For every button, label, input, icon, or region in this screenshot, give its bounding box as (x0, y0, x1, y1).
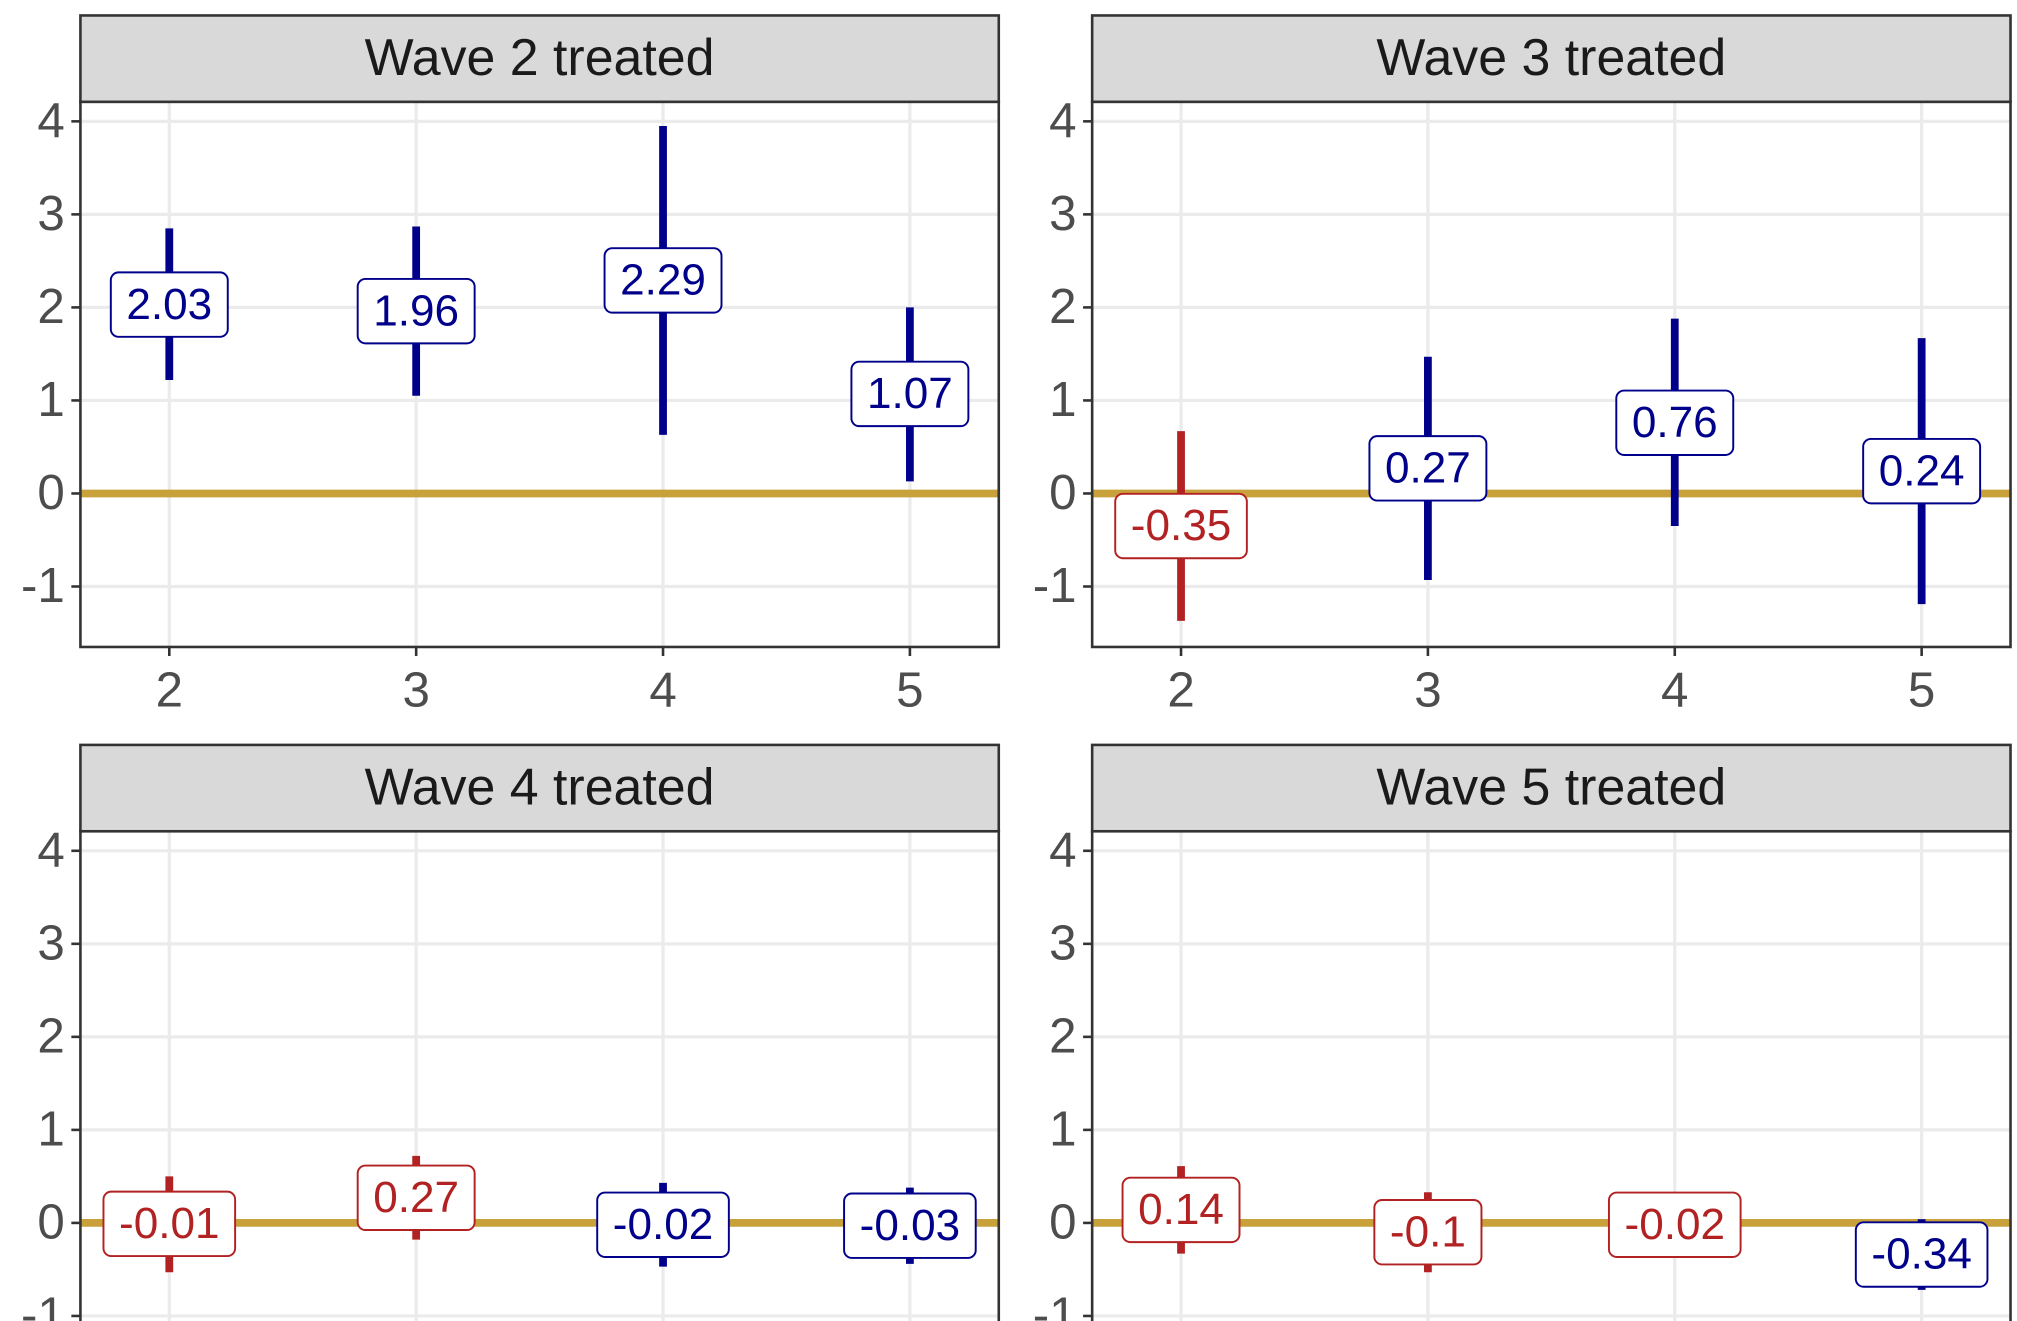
estimate-label: 0.27 (1385, 444, 1471, 493)
y-tick-label: 0 (1049, 466, 1076, 520)
x-tick-label: 2 (156, 663, 183, 717)
y-tick-label: 0 (1049, 1196, 1076, 1250)
estimate-label-box (109, 271, 229, 338)
estimate-label: 0.14 (1138, 1185, 1224, 1234)
estimate-label-box (1854, 1221, 1989, 1288)
y-tick-label: 4 (37, 823, 64, 877)
y-tick-label: 2 (1049, 280, 1076, 334)
estimate-label: 1.96 (373, 286, 459, 335)
estimate-label: 1.07 (867, 369, 953, 418)
estimate-label: -0.34 (1871, 1230, 1972, 1279)
estimate-label-box (356, 1164, 476, 1231)
y-tick-label: 0 (37, 1196, 64, 1250)
strip (79, 14, 1001, 104)
panel-background (1092, 101, 2011, 647)
estimate-label: -0.1 (1390, 1207, 1466, 1256)
x-tick-label: 5 (896, 663, 923, 717)
x-tick-label: 3 (402, 663, 429, 717)
estimate-label-box (1615, 389, 1735, 456)
x-tick-label: 4 (1661, 663, 1688, 717)
y-tick-label: 3 (1049, 187, 1076, 241)
y-tick-label: 1 (37, 1103, 64, 1157)
strip-title: Wave 5 treated (1376, 757, 1726, 815)
y-tick-label: 4 (1049, 823, 1076, 877)
estimate-label-box (1607, 1191, 1742, 1258)
strip (79, 743, 1001, 833)
estimate-label: -0.03 (860, 1201, 961, 1250)
estimate-label-box (1862, 437, 1982, 505)
y-tick-label: 3 (37, 187, 64, 241)
y-tick-label: 3 (1049, 916, 1076, 970)
strip-title: Wave 4 treated (365, 757, 715, 815)
y-tick-label: -1 (21, 559, 65, 613)
estimate-label: 0.24 (1879, 446, 1965, 495)
estimate-label: -0.35 (1131, 501, 1232, 550)
y-tick-label: 2 (1049, 1010, 1076, 1064)
x-tick-label: 4 (649, 663, 676, 717)
estimate-label-box (596, 1191, 730, 1258)
estimate-label: -0.01 (119, 1199, 220, 1248)
strip-title: Wave 3 treated (1376, 28, 1726, 86)
y-tick-label: -1 (21, 1289, 65, 1321)
y-tick-label: 4 (37, 94, 64, 148)
y-tick-label: 1 (37, 373, 64, 427)
estimate-label-box (850, 360, 970, 428)
y-tick-label: 3 (37, 916, 64, 970)
x-tick-label: 3 (1414, 663, 1441, 717)
estimate-label-box (1114, 492, 1248, 560)
estimate-label-box (1373, 1199, 1483, 1266)
estimate-label-box (1368, 435, 1488, 502)
estimate-label-box (843, 1192, 977, 1259)
estimate-label-box (1121, 1176, 1241, 1244)
estimate-label-box (603, 247, 723, 314)
estimate-label: 0.76 (1632, 398, 1718, 447)
x-tick-label: 2 (1167, 663, 1194, 717)
y-tick-label: 1 (1049, 373, 1076, 427)
strip (1090, 743, 2012, 833)
y-tick-label: 4 (1049, 94, 1076, 148)
estimate-label-box (356, 277, 476, 345)
estimate-label: 2.03 (126, 280, 212, 329)
x-tick-label: 5 (1908, 663, 1935, 717)
y-tick-label: -1 (1033, 559, 1077, 613)
strip-title: Wave 2 treated (365, 28, 715, 86)
y-tick-label: 2 (37, 1010, 64, 1064)
estimate-label: 2.29 (620, 256, 706, 305)
estimate-label: -0.02 (613, 1200, 714, 1249)
estimate-label: -0.02 (1625, 1200, 1726, 1249)
y-tick-label: -1 (1033, 1289, 1077, 1321)
y-tick-label: 1 (1049, 1103, 1076, 1157)
estimate-label: 0.27 (373, 1173, 459, 1222)
y-tick-label: 0 (37, 466, 64, 520)
y-tick-label: 2 (37, 280, 64, 334)
panel-background (80, 101, 999, 647)
strip (1090, 14, 2012, 104)
estimate-label-box (102, 1190, 237, 1258)
